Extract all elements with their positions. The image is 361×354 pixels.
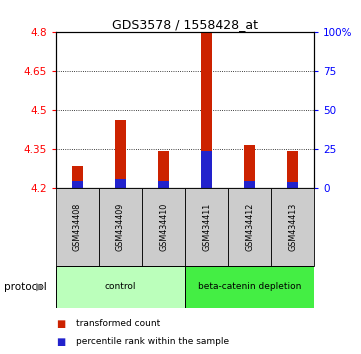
Bar [72,166,83,188]
Text: GSM434412: GSM434412 [245,202,254,251]
Bar [185,266,314,308]
Bar [244,181,255,188]
Text: GSM434409: GSM434409 [116,202,125,251]
Text: protocol: protocol [4,282,46,292]
Text: beta-catenin depletion: beta-catenin depletion [198,282,301,291]
Text: GSM434408: GSM434408 [73,202,82,251]
Bar [72,181,83,188]
Text: GSM434413: GSM434413 [288,202,297,251]
Bar [56,188,99,266]
Bar [244,145,255,188]
Bar [99,188,142,266]
Bar [201,151,212,188]
Bar [158,151,169,188]
Bar [271,188,314,266]
Bar [228,188,271,266]
Bar [115,120,126,188]
Title: GDS3578 / 1558428_at: GDS3578 / 1558428_at [112,18,258,31]
Bar [287,182,298,188]
Text: GSM434410: GSM434410 [159,202,168,251]
Text: GSM434411: GSM434411 [202,202,211,251]
Text: ▶: ▶ [36,282,45,292]
Bar [115,178,126,188]
Bar [287,151,298,188]
Text: ■: ■ [56,337,65,347]
Text: transformed count: transformed count [76,319,160,329]
Bar [142,188,185,266]
Text: control: control [105,282,136,291]
Bar [201,32,212,188]
Bar [158,181,169,188]
Text: ■: ■ [56,319,65,329]
Bar [56,266,185,308]
Bar [185,188,228,266]
Text: percentile rank within the sample: percentile rank within the sample [76,337,229,346]
